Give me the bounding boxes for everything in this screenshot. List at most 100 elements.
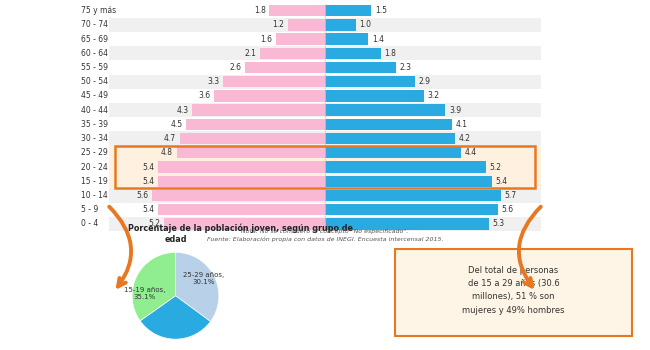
Text: 20 - 24: 20 - 24 xyxy=(81,162,108,172)
Wedge shape xyxy=(132,252,176,321)
Bar xyxy=(223,76,325,88)
Text: 3.2: 3.2 xyxy=(428,91,439,100)
Text: 5.2: 5.2 xyxy=(149,219,161,229)
Bar xyxy=(164,218,325,230)
Text: 0 - 4: 0 - 4 xyxy=(81,219,98,229)
Bar xyxy=(325,147,461,159)
Text: 3.9: 3.9 xyxy=(449,106,462,115)
Text: 2.6: 2.6 xyxy=(229,63,241,72)
Bar xyxy=(325,161,486,173)
Text: 60 - 64: 60 - 64 xyxy=(81,49,108,58)
FancyArrowPatch shape xyxy=(109,207,131,287)
Bar xyxy=(109,203,541,217)
Text: 4.3: 4.3 xyxy=(176,106,188,115)
Text: 5.6: 5.6 xyxy=(502,205,514,214)
Bar xyxy=(109,32,541,46)
Bar xyxy=(325,48,381,59)
Text: Nota: No se consideró el concepto "No especificado".: Nota: No se consideró el concepto "No es… xyxy=(241,228,409,234)
Text: 1.8: 1.8 xyxy=(254,6,266,15)
Text: 25 - 29: 25 - 29 xyxy=(81,148,108,157)
Bar xyxy=(325,218,489,230)
Text: 4.1: 4.1 xyxy=(455,120,467,129)
Bar xyxy=(325,19,356,30)
Bar xyxy=(109,146,541,160)
Bar xyxy=(109,146,541,160)
Bar xyxy=(109,132,541,146)
Text: Del total de personas
de 15 a 29 años (30.6
millones), 51 % son
mujeres y 49% ho: Del total de personas de 15 a 29 años (3… xyxy=(462,266,565,315)
Text: 50 - 54: 50 - 54 xyxy=(81,77,108,86)
Text: 15 - 19: 15 - 19 xyxy=(81,177,108,186)
Bar xyxy=(325,5,371,16)
Bar xyxy=(325,90,424,101)
Bar xyxy=(152,190,325,201)
Text: 5.6: 5.6 xyxy=(136,191,148,200)
Text: 5.4: 5.4 xyxy=(495,177,508,186)
Bar xyxy=(325,133,455,144)
Text: 5 - 9: 5 - 9 xyxy=(81,205,98,214)
Bar xyxy=(325,204,498,215)
Bar xyxy=(177,147,325,159)
Text: 5.4: 5.4 xyxy=(142,205,155,214)
Text: Fuente: Elaboración propia con datos de INEGI. Encuesta intercensal 2015.: Fuente: Elaboración propia con datos de … xyxy=(207,236,443,242)
Text: 4.4: 4.4 xyxy=(465,148,476,157)
Bar xyxy=(192,104,325,116)
Text: 5.3: 5.3 xyxy=(492,219,504,229)
Bar xyxy=(109,160,541,174)
Text: 5.4: 5.4 xyxy=(142,177,155,186)
Bar xyxy=(244,62,325,73)
Text: 3.6: 3.6 xyxy=(198,91,210,100)
Text: 65 - 69: 65 - 69 xyxy=(81,35,108,43)
Bar xyxy=(325,119,452,130)
Bar xyxy=(270,5,325,16)
Wedge shape xyxy=(176,252,219,322)
Text: 4.5: 4.5 xyxy=(170,120,183,129)
Bar xyxy=(109,217,541,231)
Bar xyxy=(180,133,325,144)
Text: 2.9: 2.9 xyxy=(418,77,430,86)
Text: 2.1: 2.1 xyxy=(244,49,257,58)
Text: edad: edad xyxy=(164,235,187,244)
Text: Porcentaje de la población joven, según grupo de: Porcentaje de la población joven, según … xyxy=(128,224,353,233)
Wedge shape xyxy=(140,296,211,339)
Bar xyxy=(109,60,541,75)
Text: 15-19 años,
35.1%: 15-19 años, 35.1% xyxy=(124,287,165,300)
Text: 5.4: 5.4 xyxy=(142,162,155,172)
Bar xyxy=(276,33,325,45)
Text: 1.8: 1.8 xyxy=(384,49,396,58)
Bar xyxy=(288,19,325,30)
Bar xyxy=(109,4,541,18)
Bar xyxy=(109,117,541,132)
Bar xyxy=(109,174,541,188)
Bar xyxy=(325,176,492,187)
Bar xyxy=(109,160,541,174)
Text: 25-29 años,
30.1%: 25-29 años, 30.1% xyxy=(183,272,224,285)
Text: 1.6: 1.6 xyxy=(260,35,272,43)
Bar xyxy=(158,204,325,215)
Bar xyxy=(186,119,325,130)
Text: 70 - 74: 70 - 74 xyxy=(81,20,108,29)
Text: 4.7: 4.7 xyxy=(164,134,176,143)
Bar xyxy=(109,89,541,103)
Text: 1.5: 1.5 xyxy=(375,6,387,15)
Text: 1.0: 1.0 xyxy=(359,20,372,29)
Text: 75 y más: 75 y más xyxy=(81,6,116,15)
Bar xyxy=(109,174,541,188)
Text: 55 - 59: 55 - 59 xyxy=(81,63,108,72)
Bar xyxy=(158,161,325,173)
Bar xyxy=(109,46,541,60)
Bar xyxy=(325,104,445,116)
Text: 5.2: 5.2 xyxy=(489,162,501,172)
Bar xyxy=(214,90,325,101)
Text: 5.7: 5.7 xyxy=(504,191,517,200)
Bar xyxy=(325,76,415,88)
Bar xyxy=(158,176,325,187)
Text: 3.3: 3.3 xyxy=(207,77,220,86)
Bar xyxy=(115,146,535,188)
Text: 10 - 14: 10 - 14 xyxy=(81,191,108,200)
Text: 4.8: 4.8 xyxy=(161,148,173,157)
Text: 35 - 39: 35 - 39 xyxy=(81,120,108,129)
Text: 1.2: 1.2 xyxy=(272,20,284,29)
Bar xyxy=(109,75,541,89)
Bar xyxy=(325,33,368,45)
Text: 45 - 49: 45 - 49 xyxy=(81,91,108,100)
